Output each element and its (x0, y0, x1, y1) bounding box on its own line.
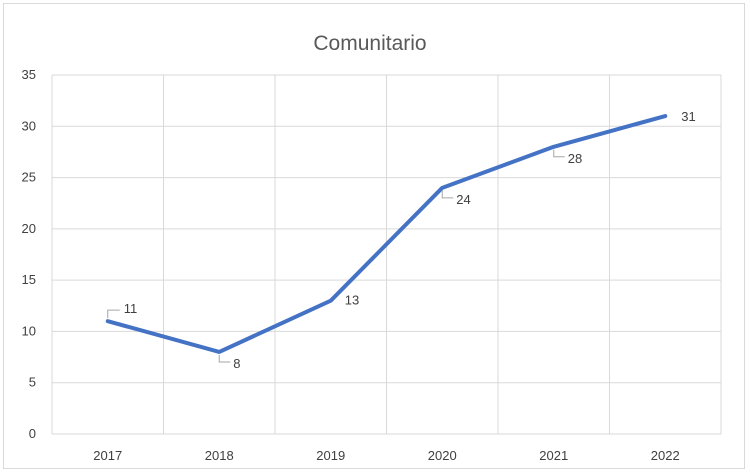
x-tick-label: 2022 (651, 448, 680, 463)
series-layer (105, 114, 668, 354)
data-label: 8 (233, 356, 240, 371)
data-label: 31 (681, 109, 695, 124)
data-label: 11 (124, 301, 138, 316)
chart-frame (3, 3, 745, 469)
x-tick-label: 2017 (93, 448, 122, 463)
y-tick-label: 35 (22, 67, 36, 82)
y-tick-label: 10 (22, 323, 36, 338)
y-tick-label: 15 (22, 272, 36, 287)
data-label: 28 (568, 151, 582, 166)
data-label: 24 (456, 192, 470, 207)
data-point (440, 186, 444, 190)
data-point (329, 299, 333, 303)
y-tick-label: 0 (29, 426, 36, 441)
y-axis-ticks: 0 5 10 15 20 25 30 35 (22, 67, 36, 441)
y-tick-label: 30 (22, 118, 36, 133)
label-leader-line (218, 354, 231, 363)
data-point (552, 145, 556, 149)
data-point (663, 114, 667, 118)
label-leader-line (553, 149, 565, 158)
chart-title: Comunitario (313, 32, 426, 55)
x-tick-label: 2021 (539, 448, 568, 463)
y-tick-label: 20 (22, 221, 36, 236)
x-tick-label: 2018 (205, 448, 234, 463)
y-tick-label: 5 (29, 375, 36, 390)
x-tick-label: 2020 (428, 448, 457, 463)
data-labels: 11 8 13 24 28 31 (107, 109, 696, 371)
data-point (217, 350, 221, 354)
data-point (106, 319, 110, 323)
series-line (105, 114, 668, 354)
data-label: 13 (345, 293, 359, 308)
x-tick-label: 2019 (316, 448, 345, 463)
label-leader-line (441, 190, 454, 199)
grid-lines (51, 74, 722, 435)
x-axis-ticks: 2017 2018 2019 2020 2021 2022 (93, 448, 679, 463)
y-tick-label: 25 (22, 170, 36, 185)
label-leader-line (107, 309, 120, 319)
